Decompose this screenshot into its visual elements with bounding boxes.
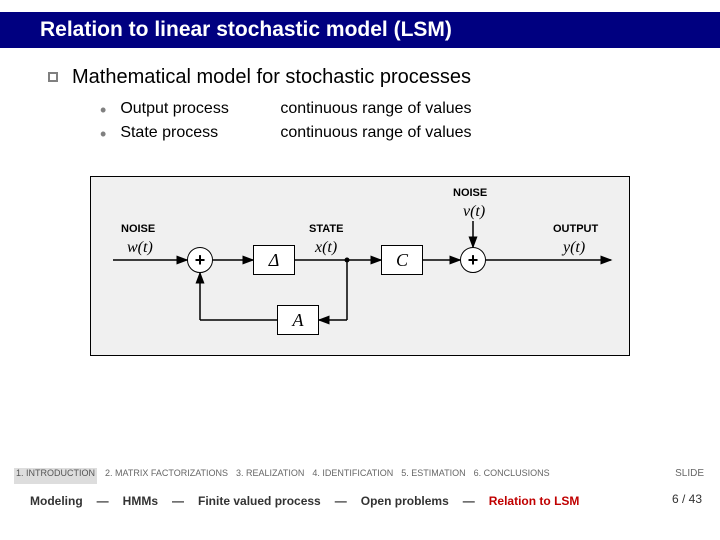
nav-sub-item[interactable]: Finite valued process bbox=[198, 494, 321, 508]
nav-section-item[interactable]: 6. CONCLUSIONS bbox=[474, 468, 550, 484]
main-bullet: Mathematical model for stochastic proces… bbox=[48, 66, 471, 89]
sub-bullet-desc: continuous range of values bbox=[280, 100, 471, 118]
dot-bullet-icon: • bbox=[100, 100, 106, 120]
nav-sub-item[interactable]: HMMs bbox=[123, 494, 158, 508]
summing-junction-2: + bbox=[460, 247, 486, 273]
delta-block: Δ bbox=[253, 245, 295, 275]
slide-title: Relation to linear stochastic model (LSM… bbox=[40, 18, 452, 42]
sub-bullets: • Output process continuous range of val… bbox=[100, 100, 472, 148]
summing-junction-1: + bbox=[187, 247, 213, 273]
sub-bullet-label: Output process bbox=[120, 100, 280, 118]
nav-separator-icon: — bbox=[463, 494, 475, 508]
section-nav: 1. INTRODUCTION 2. MATRIX FACTORIZATIONS… bbox=[14, 468, 634, 484]
diagram-svg bbox=[91, 177, 631, 357]
nav-section-item[interactable]: 2. MATRIX FACTORIZATIONS bbox=[105, 468, 228, 484]
nav-section-item[interactable]: 1. INTRODUCTION bbox=[14, 468, 97, 484]
nav-sub-item[interactable]: Modeling bbox=[30, 494, 83, 508]
title-bar: Relation to linear stochastic model (LSM… bbox=[0, 12, 720, 48]
nav-section-item[interactable]: 5. ESTIMATION bbox=[401, 468, 465, 484]
nav-sub-item[interactable]: Open problems bbox=[361, 494, 449, 508]
a-block: A bbox=[277, 305, 319, 335]
block-diagram: NOISE v(t) NOISE w(t) STATE x(t) OUTPUT … bbox=[90, 176, 630, 356]
output-label: OUTPUT bbox=[553, 223, 598, 235]
sub-bullet-row: • State process continuous range of valu… bbox=[100, 124, 472, 144]
nav-separator-icon: — bbox=[172, 494, 184, 508]
main-bullet-text: Mathematical model for stochastic proces… bbox=[72, 66, 471, 89]
subsection-nav: Modeling — HMMs — Finite valued process … bbox=[30, 494, 630, 512]
page-number: 6 / 43 bbox=[672, 492, 702, 506]
square-bullet-icon bbox=[48, 72, 58, 82]
nav-separator-icon: — bbox=[97, 494, 109, 508]
y-math-label: y(t) bbox=[563, 239, 585, 257]
noise-left-label: NOISE bbox=[121, 223, 155, 235]
noise-top-label: NOISE bbox=[453, 187, 487, 199]
slide-label: SLIDE bbox=[675, 468, 704, 479]
slide: Relation to linear stochastic model (LSM… bbox=[0, 0, 720, 540]
nav-section-item[interactable]: 3. REALIZATION bbox=[236, 468, 304, 484]
sub-bullet-desc: continuous range of values bbox=[280, 124, 471, 142]
w-math-label: w(t) bbox=[127, 239, 153, 257]
sub-bullet-label: State process bbox=[120, 124, 280, 142]
state-label: STATE bbox=[309, 223, 343, 235]
nav-section-item[interactable]: 4. IDENTIFICATION bbox=[312, 468, 393, 484]
dot-bullet-icon: • bbox=[100, 124, 106, 144]
nav-sub-item[interactable]: Relation to LSM bbox=[489, 494, 580, 508]
nav-separator-icon: — bbox=[335, 494, 347, 508]
x-math-label: x(t) bbox=[315, 239, 337, 257]
sub-bullet-row: • Output process continuous range of val… bbox=[100, 100, 472, 120]
c-block: C bbox=[381, 245, 423, 275]
v-math-label: v(t) bbox=[463, 203, 485, 221]
